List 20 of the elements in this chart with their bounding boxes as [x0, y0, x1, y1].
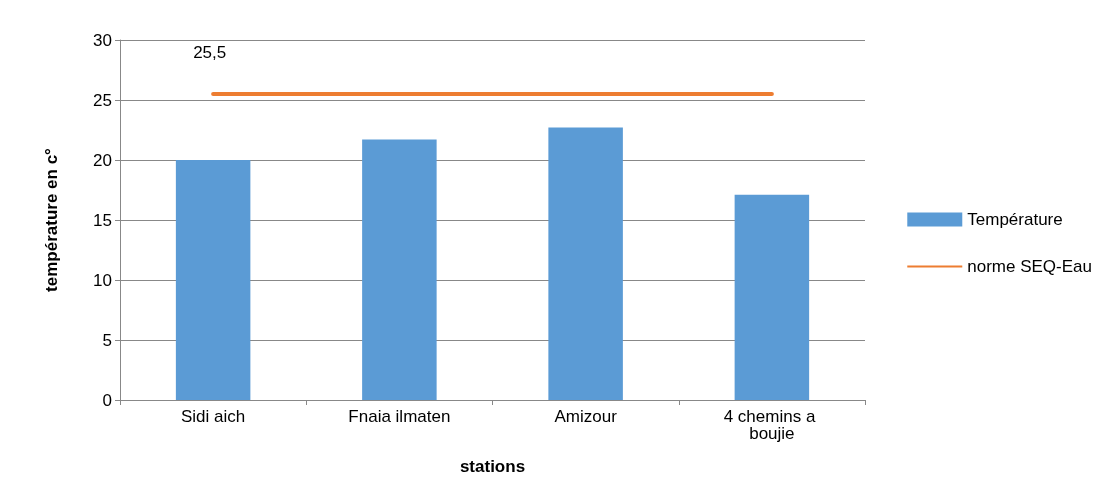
x-tick-label: 4 chemins a boujie [723, 407, 821, 443]
x-tick-label: Fnaia ilmaten [348, 407, 451, 426]
y-tick-label: 10 [93, 270, 112, 290]
y-tick-label: 20 [93, 150, 112, 170]
y-tick-label: 0 [102, 390, 112, 410]
data-label: 25,5 [193, 43, 227, 62]
y-tick-label: 5 [102, 330, 112, 350]
y-tick-label: 15 [93, 210, 112, 230]
x-axis-title: stations [459, 457, 526, 476]
bar [362, 139, 437, 400]
legend-label: Température [967, 210, 1063, 229]
legend-label: norme SEQ-Eau [967, 257, 1093, 276]
bar [175, 160, 251, 400]
y-tick-label: 25 [93, 90, 112, 110]
bar [734, 194, 810, 400]
bar [548, 127, 623, 400]
x-tick-label: Amizour [554, 407, 618, 426]
y-tick-label: 30 [93, 30, 112, 50]
y-axis-title: température en c° [42, 147, 61, 292]
x-tick-label: Sidi aich [180, 407, 246, 426]
